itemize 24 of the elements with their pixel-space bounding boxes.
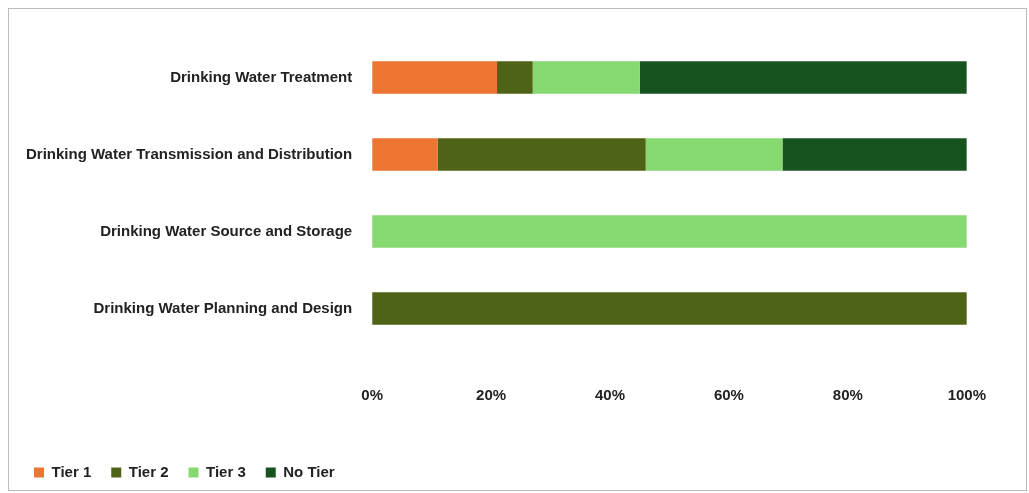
legend-label: Tier 1 (51, 462, 92, 480)
bar (372, 61, 498, 94)
bar (497, 61, 533, 94)
bar (782, 138, 967, 171)
x-tick-label: 40% (595, 386, 626, 404)
bar (645, 138, 783, 171)
legend-label: Tier 3 (206, 462, 246, 480)
x-tick-label: 100% (947, 386, 987, 404)
legend-label: Tier 2 (128, 462, 169, 480)
x-tick-label: 60% (713, 386, 744, 404)
x-tick-label: 20% (476, 386, 507, 404)
bar (372, 215, 967, 248)
bar (532, 61, 640, 94)
legend-label: No Tier (283, 462, 335, 480)
y-tick-label: Drinking Water Planning and Design (93, 298, 353, 316)
bar (639, 61, 967, 94)
y-tick-label: Drinking Water Treatment (170, 67, 353, 85)
x-tick-label: 80% (832, 386, 863, 404)
bar (372, 138, 438, 171)
bar (372, 292, 967, 325)
bar (437, 138, 646, 171)
y-tick-label: Drinking Water Transmission and Distribution (25, 144, 353, 162)
y-tick-label: Drinking Water Source and Storage (100, 221, 353, 239)
x-tick-label: 0% (361, 386, 383, 404)
